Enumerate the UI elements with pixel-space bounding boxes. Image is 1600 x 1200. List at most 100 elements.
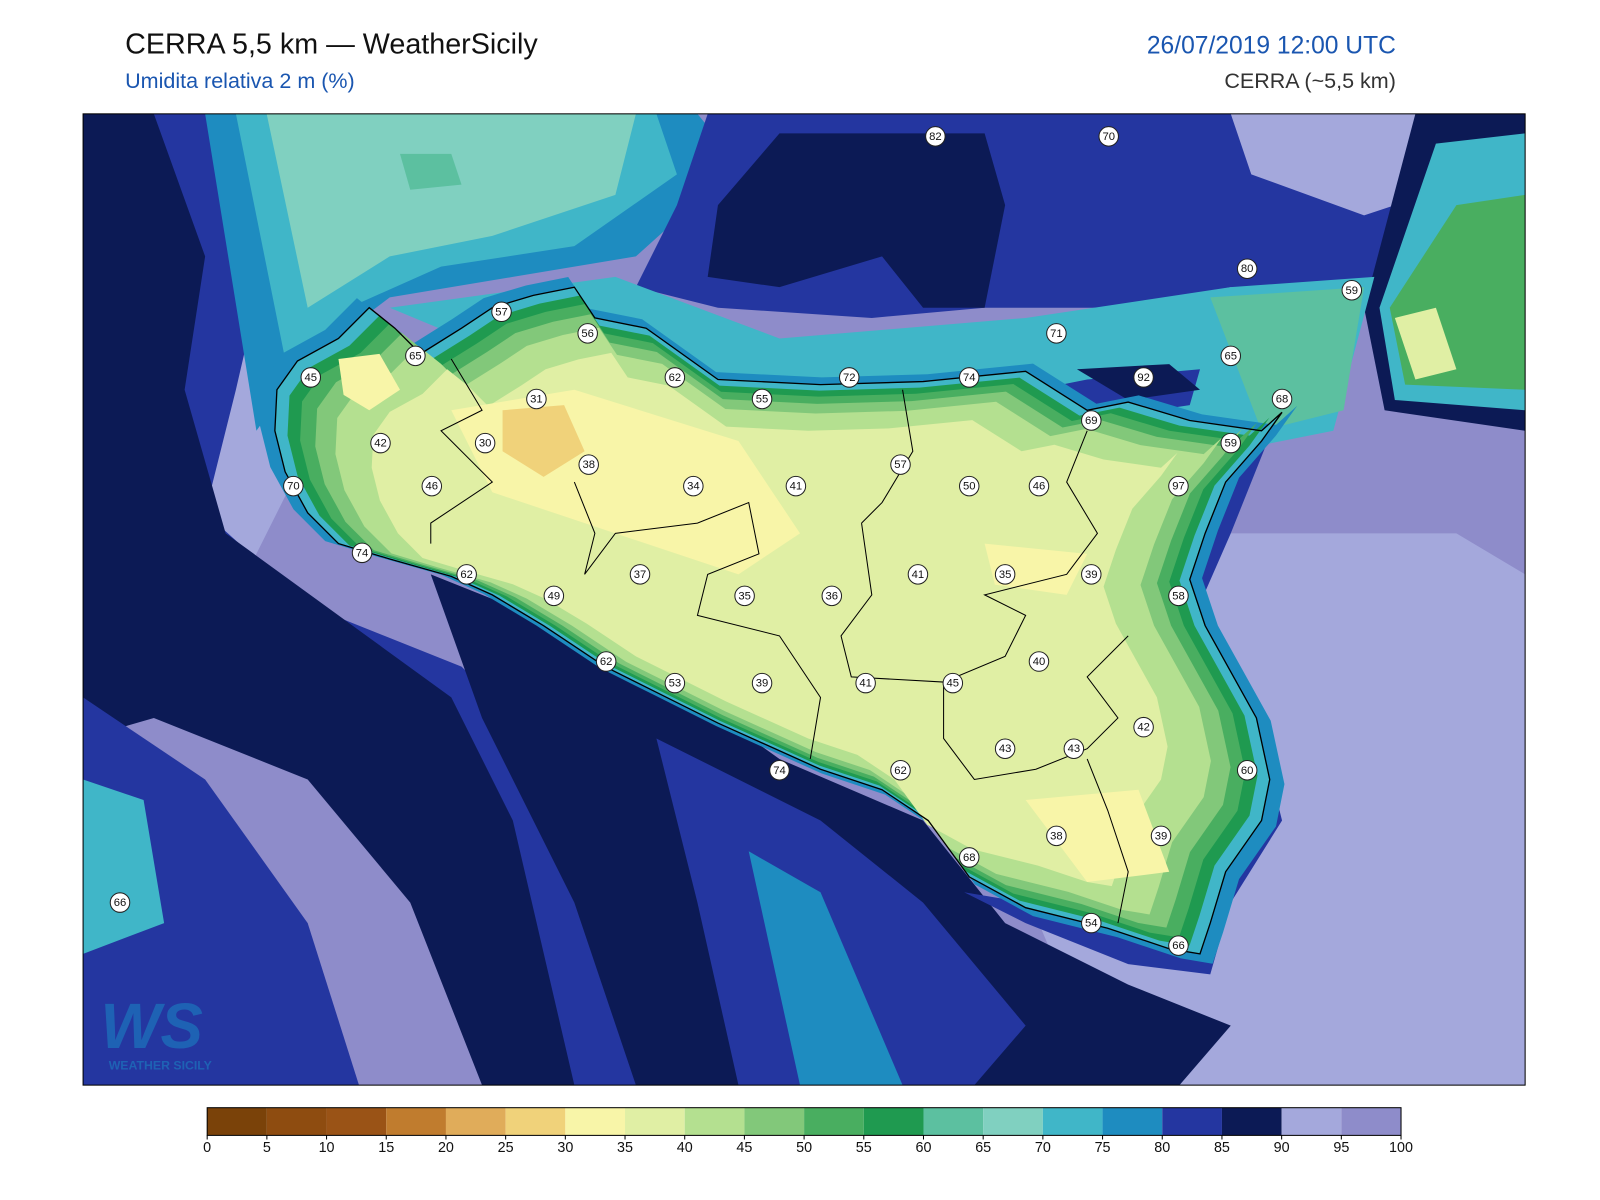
station-value: 62 xyxy=(894,765,907,777)
station-value: 41 xyxy=(790,481,803,493)
station-marker xyxy=(683,475,704,497)
colorbar-tick-label: 20 xyxy=(438,1140,454,1156)
station-marker xyxy=(1028,475,1050,497)
station-value: 41 xyxy=(859,678,872,690)
humidity-zone xyxy=(1210,287,1365,431)
station-value: 74 xyxy=(963,372,976,384)
title: CERRA 5,5 km — WeatherSicily xyxy=(125,28,538,60)
station-value: 74 xyxy=(356,547,369,559)
station-marker xyxy=(994,564,1016,585)
station-marker xyxy=(1081,564,1102,585)
station-value: 58 xyxy=(1172,590,1185,602)
station-marker xyxy=(769,759,790,781)
station-marker xyxy=(629,564,651,585)
colorbar-tick-label: 95 xyxy=(1333,1140,1349,1156)
colorbar-tick-label: 10 xyxy=(319,1140,335,1156)
station-marker xyxy=(785,475,807,497)
humidity-zone xyxy=(1394,307,1457,380)
colorbar-tick-label: 65 xyxy=(975,1140,991,1156)
province-border xyxy=(430,358,1129,924)
station-marker xyxy=(664,672,686,694)
station-value: 39 xyxy=(1155,830,1168,842)
humidity-zone xyxy=(83,113,575,1086)
station-marker xyxy=(1168,475,1189,497)
station-marker xyxy=(1081,410,1102,431)
station-value: 57 xyxy=(894,459,907,471)
station-marker xyxy=(1133,716,1154,738)
station-value: 36 xyxy=(826,590,839,602)
station-value: 62 xyxy=(460,569,473,581)
station-value: 46 xyxy=(1033,481,1046,493)
station-marker xyxy=(890,454,911,475)
station-value: 69 xyxy=(1085,415,1098,427)
humidity-zone xyxy=(502,405,585,477)
station-value: 56 xyxy=(581,328,594,340)
logo-name: WEATHER SICILY xyxy=(109,1059,212,1073)
humidity-zone xyxy=(748,851,903,1086)
station-value: 57 xyxy=(495,306,508,318)
station-value: 70 xyxy=(1102,131,1115,143)
station-value: 54 xyxy=(1085,918,1098,930)
colorbar-tick-label: 60 xyxy=(916,1140,932,1156)
colorbar-tick-label: 45 xyxy=(736,1140,752,1156)
station-value: 40 xyxy=(1033,656,1046,668)
colorbar-segment xyxy=(1221,1107,1282,1136)
colorbar-tick-label: 15 xyxy=(378,1140,394,1156)
station-value: 70 xyxy=(287,481,300,493)
station-marker xyxy=(370,432,391,454)
station-marker xyxy=(1063,738,1085,759)
station-value: 62 xyxy=(669,372,682,384)
station-value: 39 xyxy=(756,678,769,690)
colorbar-segment xyxy=(1341,1107,1402,1136)
station-marker xyxy=(1046,825,1067,847)
colorbar-segment xyxy=(326,1107,387,1136)
colorbar-segment xyxy=(207,1107,267,1136)
station-value: 72 xyxy=(843,372,856,384)
station-marker xyxy=(751,672,773,694)
colorbar-tick-label: 55 xyxy=(856,1140,872,1156)
station-marker xyxy=(838,367,860,388)
colorbar-segment xyxy=(1162,1107,1222,1136)
colorbar-tick-label: 100 xyxy=(1389,1140,1413,1156)
colorbar-segment xyxy=(625,1107,685,1136)
station-value: 80 xyxy=(1241,263,1254,275)
station-marker xyxy=(595,651,617,672)
station-value: 38 xyxy=(582,459,595,471)
station-value: 45 xyxy=(947,678,960,690)
station-value: 60 xyxy=(1241,765,1254,777)
station-marker xyxy=(283,475,304,497)
station-value: 43 xyxy=(999,743,1012,755)
station-marker xyxy=(351,542,373,564)
humidity-zone xyxy=(83,113,677,1086)
station-marker xyxy=(890,759,911,781)
humidity-zone xyxy=(83,697,359,1086)
colorbar-segment xyxy=(445,1107,506,1136)
station-marker xyxy=(491,301,512,323)
humidity-zone xyxy=(707,133,1006,308)
station-marker xyxy=(1220,345,1242,367)
station-value: 41 xyxy=(912,569,925,581)
colorbar-tick-label: 50 xyxy=(796,1140,812,1156)
station-value: 35 xyxy=(738,590,751,602)
station-value: 49 xyxy=(548,590,561,602)
station-marker xyxy=(1168,585,1189,607)
colorbar-tick-label: 25 xyxy=(498,1140,514,1156)
station-marker xyxy=(1046,323,1067,344)
station-marker xyxy=(751,388,773,410)
humidity-zone xyxy=(1025,789,1170,883)
logo-mark: WS xyxy=(101,991,203,1062)
station-marker xyxy=(664,367,686,388)
colorbar-segment xyxy=(983,1107,1043,1136)
station-value: 42 xyxy=(374,438,387,450)
colorbar-tick-label: 70 xyxy=(1035,1140,1051,1156)
station-value: 66 xyxy=(1172,940,1185,952)
station-value: 82 xyxy=(929,131,942,143)
map-frame xyxy=(82,113,1526,1086)
colorbar-segment xyxy=(505,1107,566,1136)
station-marker xyxy=(1220,432,1242,454)
station-value: 97 xyxy=(1172,481,1185,493)
station-marker xyxy=(1150,825,1172,847)
colorbar-tick-label: 75 xyxy=(1095,1140,1111,1156)
station-marker xyxy=(474,432,496,454)
